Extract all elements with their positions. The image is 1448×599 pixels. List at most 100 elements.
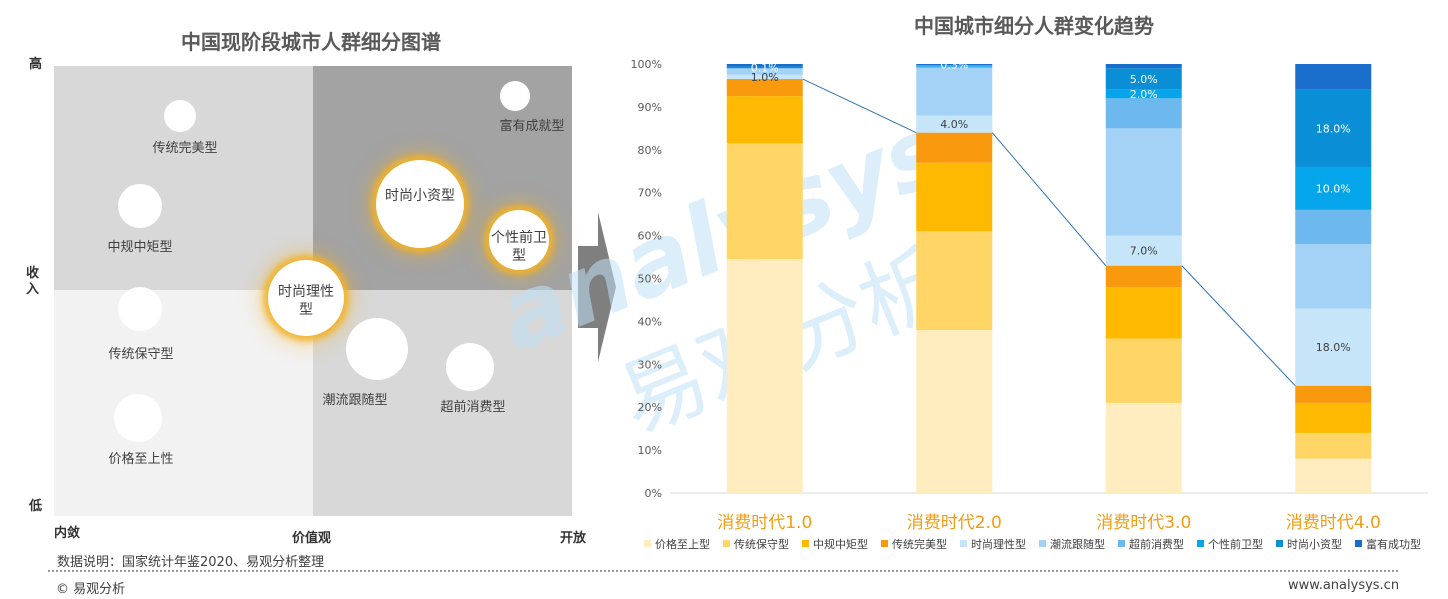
bubble-conventional [118,184,162,228]
data-label: 7.0% [1130,245,1158,258]
bar-segment [1105,402,1182,493]
bar-segment [1105,338,1182,403]
bar-segment [1105,68,1182,90]
y-tick-label: 90% [638,101,662,114]
legend-label: 传统完美型 [892,537,947,551]
bar-segment [1295,308,1372,386]
y-tick-label: 80% [638,144,662,157]
data-label: 18.0% [1316,341,1351,354]
y-tick-label: 70% [638,187,662,200]
data-label: 1.0% [751,71,779,84]
footer-divider [48,570,1398,572]
legend-label: 富有成功型 [1366,537,1421,551]
y-axis-title: 收 入 [26,266,40,297]
data-label: 0.3% [940,59,968,72]
legend-label: 传统保守型 [734,537,789,551]
category-label: 消费时代2.0 [907,513,1002,533]
bar-segment [726,68,803,75]
bubble-fashion-rational [268,260,344,336]
bar-segment [1295,209,1372,245]
y-tick-label: 30% [638,358,662,371]
bubble-traditional-conservative [118,287,162,331]
bubble-wealthy-achiever [500,81,530,111]
bar-segment [916,64,993,66]
bubble-label-fashion-petty-bourgeois: 时尚小资型 [385,188,455,204]
stacked-bar-chart: 0% 10% 20% 30% 40% 50% 60% 70% 80% 90% 100% 1.0% 0.1… [620,50,1448,560]
category-label: 消费时代1.0 [717,513,812,533]
bubble-label-traditional-perfect: 传统完美型 [152,141,218,156]
y-tick-label: 10% [638,444,662,457]
bar-segment [1295,64,1372,90]
bar-segment [726,64,803,67]
bubble-label-avant-garde: 个性前卫型 [491,230,547,264]
bar-segment [1295,458,1372,493]
connector-line [802,78,917,134]
bar-segment [726,96,803,144]
connector-line [991,132,1107,266]
x-axis-right-label: 开放 [560,531,587,546]
legend-swatch [1276,540,1283,547]
data-label: 5.0% [1130,73,1158,86]
bubble-label-conventional: 中规中矩型 [107,240,173,255]
y-axis-low-label: 低 [29,499,43,514]
category-label: 消费时代4.0 [1286,513,1381,533]
data-label: 2.0% [1130,88,1158,101]
x-axis-left-label: 内敛 [54,526,81,541]
bubble-label-advance-consumer: 超前消费型 [440,400,506,415]
bar-segment [916,231,993,330]
legend-swatch [1118,540,1125,547]
bubble-avant-garde [489,210,549,270]
quadrant-bottom-left [54,290,313,516]
bubble-price-first [114,394,162,442]
connector-line [1181,265,1296,387]
footer-copyright: © 易观分析 [56,582,126,597]
bar-segment [1295,244,1372,309]
legend-label: 时尚理性型 [971,537,1026,551]
bubble-fashion-petty-bourgeois [376,160,464,248]
bubble-trend-follower [346,318,408,380]
bubble-label-price-first: 价格至上性 [108,452,174,467]
y-tick-label: 40% [638,315,662,328]
legend-swatch [723,540,730,547]
right-arrow-icon [578,212,616,362]
bubble-advance-consumer [446,343,494,391]
bar-segment [916,68,993,116]
legend-swatch [644,540,651,547]
data-label: 4.0% [940,118,968,131]
y-tick-label: 60% [638,230,662,243]
data-label: 10.0% [1316,182,1351,195]
bar-segment [1295,432,1372,459]
bar-segment [916,115,993,133]
bar-segment [1105,64,1182,69]
bubble-label-wealthy-achiever: 富有成就型 [499,119,565,134]
bar-segment [916,329,993,493]
bar-segment [1295,166,1372,210]
bubble-label-traditional-conservative: 传统保守型 [108,347,174,362]
bubble-label-fashion-rational: 时尚理性型 [278,284,334,318]
bar-segment [726,259,803,493]
legend-label: 中规中矩型 [813,537,868,551]
bar-segment [916,132,993,163]
x-axis-title: 价值观 [292,531,332,546]
legend-label: 价格至上型 [655,537,710,551]
legend-swatch [960,540,967,547]
bubble-traditional-perfect [164,100,196,132]
legend-label: 潮流跟随型 [1050,537,1105,551]
legend-swatch [881,540,888,547]
data-label: 0.1% [751,61,779,74]
bar-segment [726,66,803,69]
data-label: 18.0% [1316,122,1351,135]
bar-segment [1105,128,1182,236]
left-chart-title: 中国现阶段城市人群细分图谱 [181,30,441,54]
legend-swatch [1355,540,1362,547]
bar-segment [916,65,993,67]
y-tick-label: 100% [631,58,662,71]
legend-swatch [1197,540,1204,547]
y-tick-label: 20% [638,401,662,414]
legend-swatch [802,540,809,547]
legend-label: 超前消费型 [1129,537,1184,551]
y-tick-label: 0% [645,487,662,500]
legend-label: 时尚小资型 [1287,537,1342,551]
bar-segment [916,162,993,232]
bar-segment [726,79,803,97]
